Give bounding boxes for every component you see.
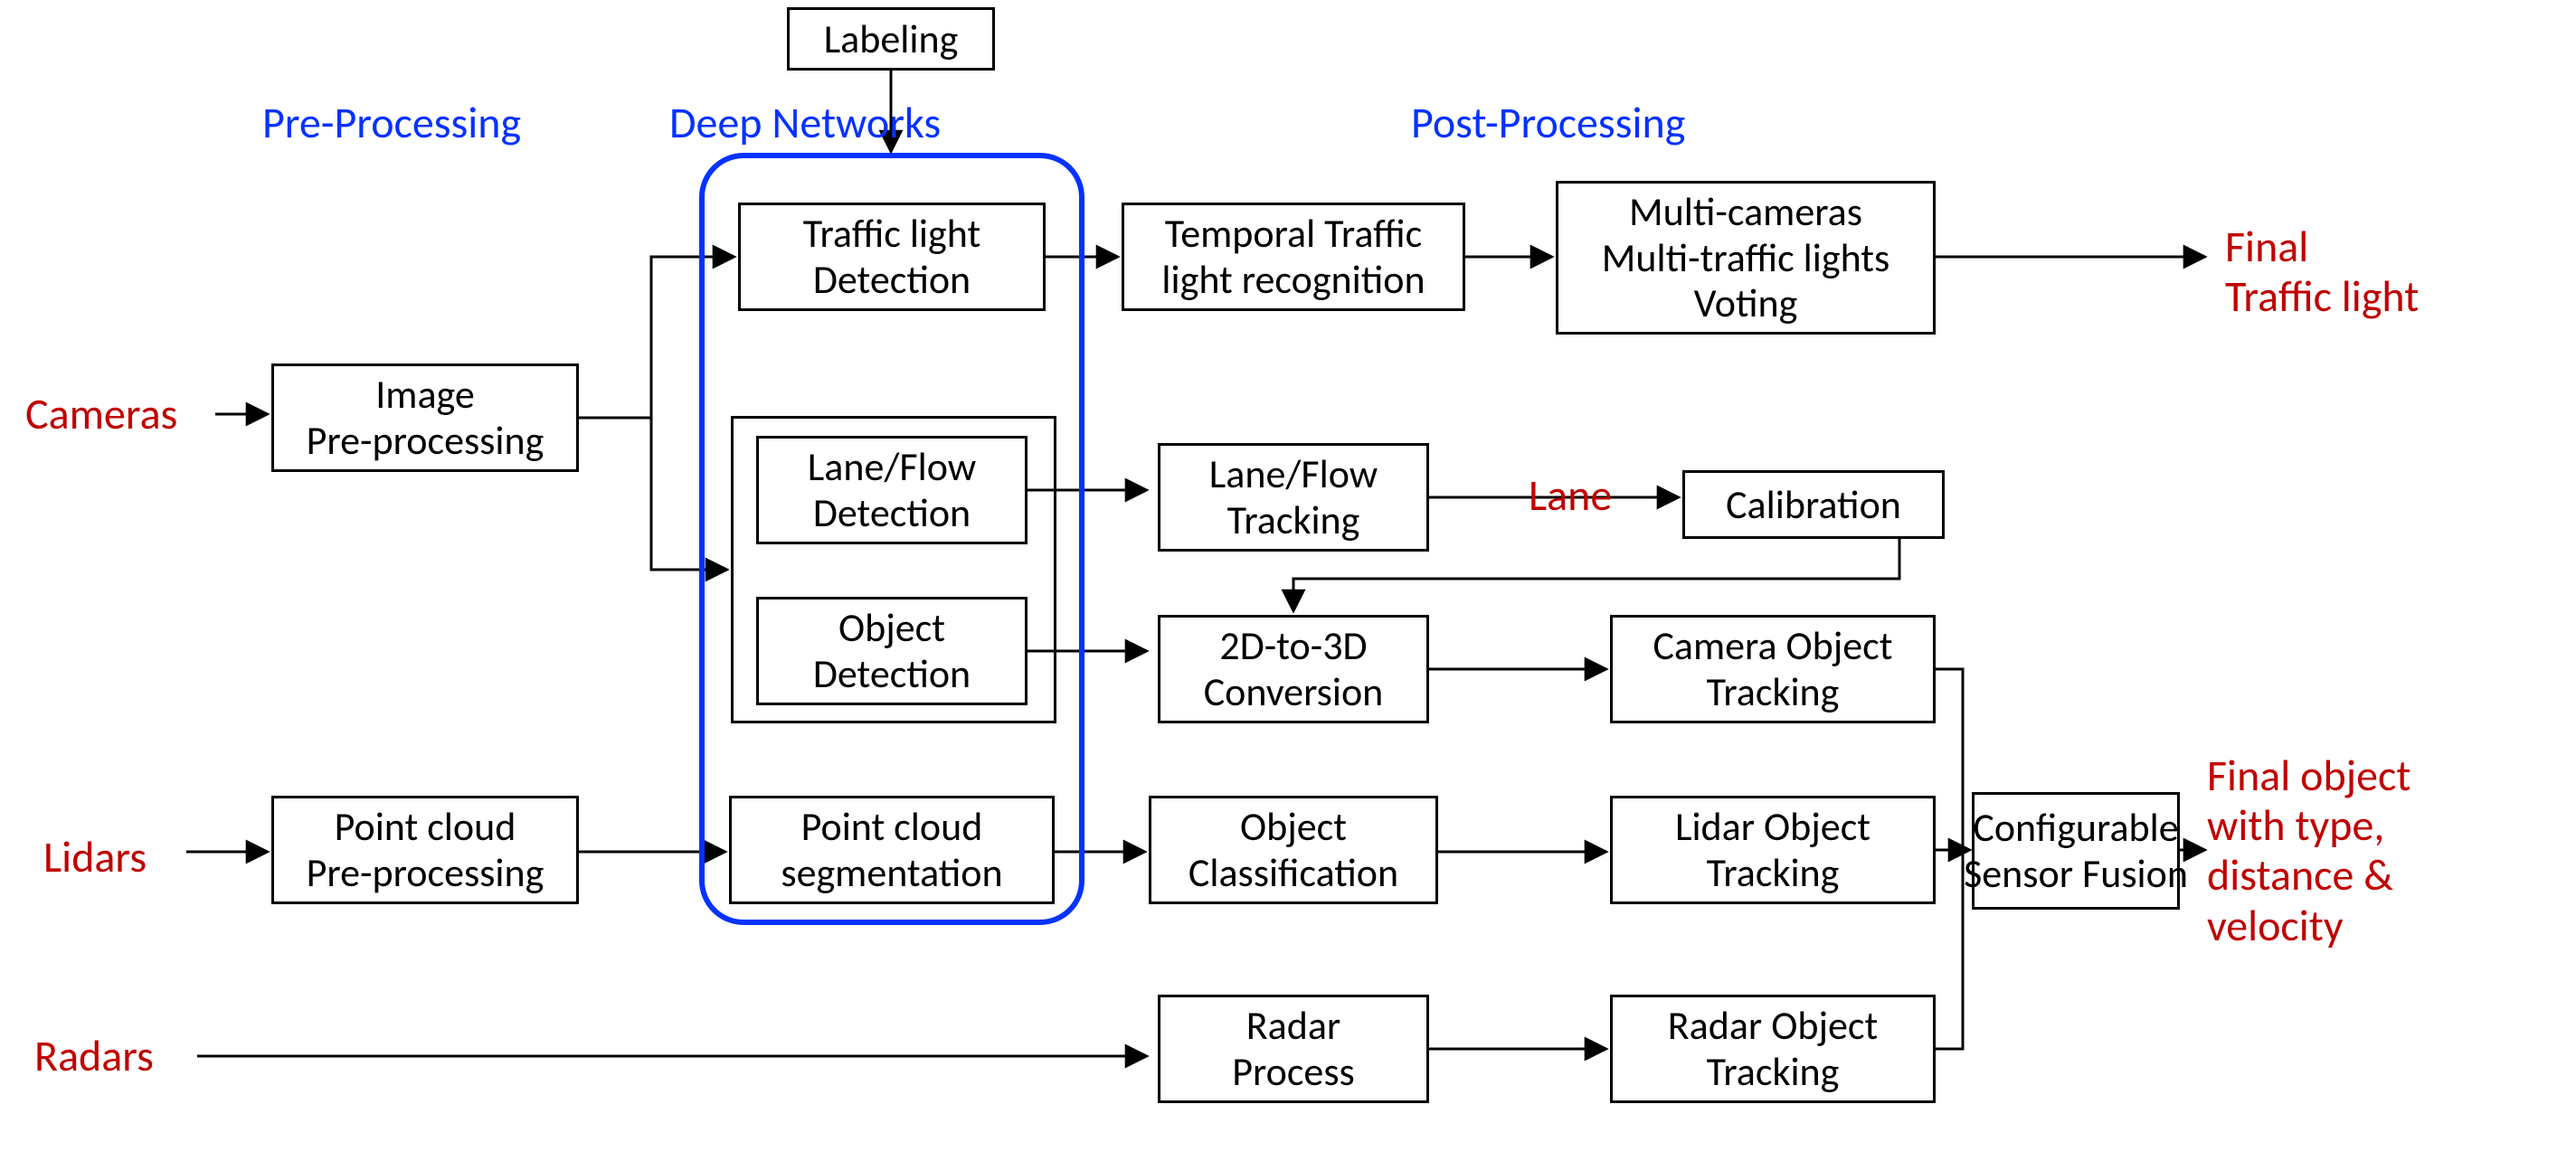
node-pc_pre: Point cloud Pre-processing (271, 796, 579, 904)
io-label-lane_out: Lane (1529, 470, 1612, 520)
node-tl_det: Traffic light Detection (738, 203, 1046, 311)
node-pc_pre-label: Point cloud Pre-processing (307, 804, 545, 895)
diagram-stage: Labeling Image Pre-processing Point cloud … (0, 0, 2576, 1161)
edge-18 (1936, 669, 1963, 850)
node-pc_seg: Point cloud segmentation (729, 796, 1055, 904)
edges-layer (0, 0, 2576, 1161)
node-cam_trk: Camera Object Tracking (1610, 615, 1936, 723)
node-radar_proc: Radar Process (1158, 995, 1429, 1103)
node-fusion: Configurable Sensor Fusion (1972, 792, 2180, 910)
node-rad_trk-label: Radar Object Tracking (1668, 1003, 1878, 1094)
node-radar_proc-label: Radar Process (1232, 1003, 1354, 1094)
node-rad_trk: Radar Object Tracking (1610, 995, 1936, 1103)
node-labeling-label: Labeling (824, 16, 959, 62)
node-d2to3-label: 2D-to-3D Conversion (1204, 623, 1384, 714)
node-tl_det-label: Traffic light Detection (803, 211, 980, 302)
node-mc_vote: Multi-cameras Multi-traffic lights Votin… (1556, 181, 1936, 335)
node-obj_cls-label: Object Classification (1189, 804, 1398, 895)
io-label-lidars: Lidars (43, 832, 147, 882)
io-label-radars: Radars (34, 1031, 154, 1081)
node-d2to3: 2D-to-3D Conversion (1158, 615, 1429, 723)
io-label-cameras: Cameras (25, 389, 177, 439)
node-obj_cls: Object Classification (1149, 796, 1438, 904)
io-label-final_tl: Final Traffic light (2225, 222, 2419, 321)
node-tl_rec-label: Temporal Traffic light recognition (1161, 211, 1425, 302)
section-label-deep: Deep Networks (669, 98, 941, 147)
node-lid_trk-label: Lidar Object Tracking (1675, 804, 1870, 895)
node-calib: Calibration (1682, 470, 1945, 539)
node-lf_trk: Lane/Flow Tracking (1158, 443, 1429, 552)
node-img_pre: Image Pre-processing (271, 363, 579, 472)
edge-20 (1936, 850, 1963, 1049)
node-img_pre-label: Image Pre-processing (307, 372, 545, 463)
node-pc_seg-label: Point cloud segmentation (781, 804, 1002, 895)
node-inner_box (731, 416, 1056, 723)
node-lid_trk: Lidar Object Tracking (1610, 796, 1936, 904)
section-label-post: Post-Processing (1411, 98, 1685, 147)
node-calib-label: Calibration (1726, 482, 1901, 528)
node-fusion-label: Configurable Sensor Fusion (1964, 805, 2188, 896)
section-label-pre: Pre-Processing (262, 98, 521, 147)
node-lf_trk-label: Lane/Flow Tracking (1209, 451, 1378, 543)
io-label-final_obj: Final object with type, distance & veloc… (2207, 750, 2410, 950)
node-labeling: Labeling (787, 7, 995, 71)
node-tl_rec: Temporal Traffic light recognition (1122, 203, 1465, 311)
node-cam_trk-label: Camera Object Tracking (1653, 623, 1892, 714)
node-mc_vote-label: Multi-cameras Multi-traffic lights Votin… (1602, 189, 1889, 326)
